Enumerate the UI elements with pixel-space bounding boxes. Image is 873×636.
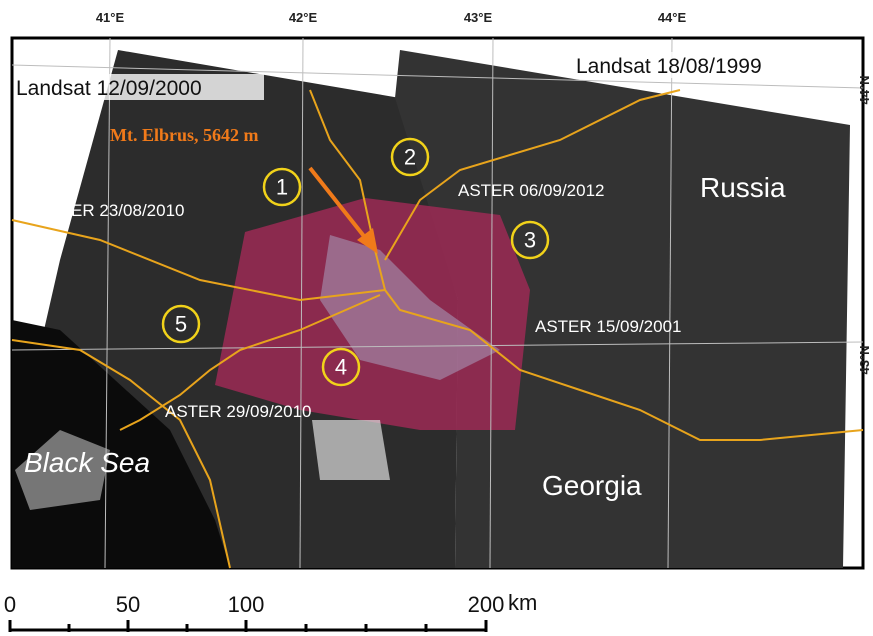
place-label: Russia [700, 172, 786, 203]
scale-label: 100 [228, 592, 265, 617]
map: 41°E 42°E 43°E 44°E 44°N 43°N Landsat 12… [0, 0, 873, 636]
region-number: 2 [404, 145, 416, 170]
latitude-label: 43°N [857, 345, 872, 374]
place-label: Black Sea [24, 447, 150, 478]
scene-label: Landsat 12/09/2000 [16, 77, 202, 100]
longitude-label: 44°E [658, 10, 687, 25]
longitude-label: 43°E [464, 10, 493, 25]
scale-label: 200 [468, 592, 505, 617]
region-number: 1 [276, 175, 288, 200]
latitude-label: 44°N [857, 75, 872, 104]
scale-label: 0 [4, 592, 16, 617]
scale-bar [10, 620, 486, 632]
place-label: Georgia [542, 470, 642, 501]
scene-label: ASTER 23/08/2010 [38, 201, 184, 220]
longitude-label: 42°E [289, 10, 318, 25]
scene-label: ASTER 06/09/2012 [458, 181, 604, 200]
annotation: Mt. Elbrus, 5642 m [110, 125, 259, 145]
region-number: 3 [524, 228, 536, 253]
scene-label: ASTER 29/09/2010 [165, 402, 311, 421]
scale-label: 50 [116, 592, 140, 617]
scale-unit: km [508, 590, 537, 615]
scene-label: Landsat 18/08/1999 [576, 55, 762, 78]
region-number: 4 [335, 355, 347, 380]
scene-label: ASTER 15/09/2001 [535, 317, 681, 336]
longitude-label: 41°E [96, 10, 125, 25]
region-number: 5 [175, 312, 187, 337]
